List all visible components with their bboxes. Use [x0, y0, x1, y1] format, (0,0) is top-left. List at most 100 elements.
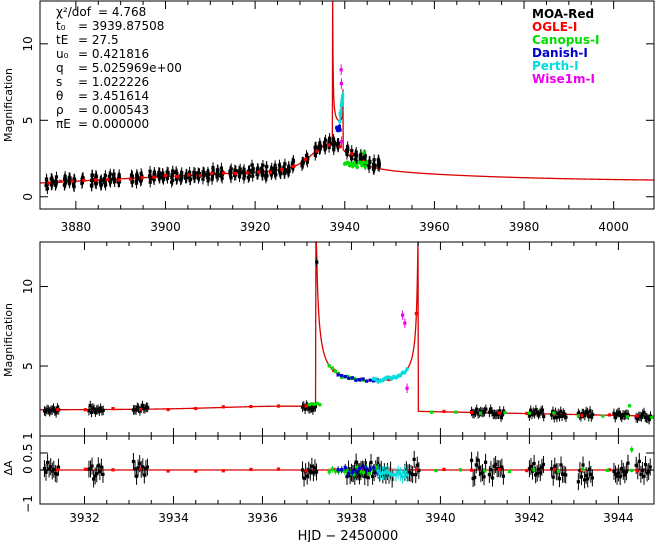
ogle-point — [138, 407, 143, 411]
ogle-residual — [552, 467, 556, 472]
moa-residual — [417, 468, 421, 473]
param-label-te: tE — [56, 33, 68, 47]
moa-point — [311, 408, 315, 412]
param-label-u0: u₀ — [56, 47, 69, 61]
moa-point — [108, 172, 112, 176]
danish-residual — [364, 467, 369, 471]
moa-residual — [305, 474, 309, 478]
legend-entry-canopus-i: Canopus-I — [532, 33, 599, 47]
x-tick-label: 3936 — [247, 511, 278, 525]
moa-point — [63, 182, 67, 187]
moa-point — [99, 183, 104, 187]
ogle-residual — [497, 467, 501, 472]
top-panel-frame — [39, 0, 655, 210]
moa-point — [564, 415, 568, 419]
moa-point — [498, 409, 502, 413]
moa-residual — [134, 474, 139, 478]
param-value-q: = 5.025969e+00 — [78, 61, 182, 75]
canopus-point — [347, 163, 352, 167]
perth-point — [374, 377, 378, 381]
moa-residual — [612, 469, 616, 473]
moa-residual — [346, 467, 351, 471]
ogle-point — [327, 143, 331, 147]
canopus-residual — [352, 472, 356, 476]
moa-point — [193, 171, 197, 175]
perth-point — [376, 380, 380, 384]
moa-residual — [345, 474, 349, 479]
canopus-residual — [374, 465, 378, 469]
ogle-residual — [304, 469, 308, 473]
moa-point — [94, 175, 99, 179]
ogle-point — [105, 177, 109, 182]
canopus-point — [362, 150, 366, 155]
ogle-point — [175, 175, 179, 179]
ogle-point — [83, 408, 87, 412]
moa-point — [97, 409, 101, 413]
moa-point — [81, 176, 85, 181]
danish-point — [337, 124, 341, 129]
moa-point — [73, 178, 77, 182]
moa-point — [487, 410, 491, 414]
wise-point — [339, 68, 343, 72]
ogle-residual — [276, 467, 281, 471]
canopus-point — [361, 160, 366, 165]
wise-point — [401, 313, 405, 317]
ogle-residual — [635, 469, 639, 473]
ogle-point — [315, 149, 319, 153]
canopus-point — [327, 364, 331, 368]
moa-residual — [589, 472, 593, 476]
canopus-point — [310, 402, 314, 406]
param-label-pie: πE — [56, 117, 71, 131]
perth-point — [401, 371, 405, 375]
ogle-point — [233, 171, 238, 176]
moa-point — [327, 145, 331, 149]
moa-residual — [550, 467, 554, 471]
perth-point — [398, 373, 402, 377]
moa-residual — [578, 468, 582, 473]
moa-point — [626, 413, 630, 417]
moa-point — [535, 410, 539, 415]
perth-point — [389, 377, 394, 381]
moa-point — [216, 173, 220, 177]
moa-residual — [480, 470, 485, 475]
moa-residual — [648, 465, 652, 469]
ogle-point — [497, 411, 501, 415]
moa-residual — [501, 474, 505, 478]
moa-point — [538, 411, 542, 415]
moa-residual — [640, 468, 645, 472]
moa-point — [90, 184, 94, 188]
moa-point — [555, 415, 559, 420]
moa-point — [473, 410, 478, 414]
param-value-t0: = 3939.87508 — [78, 19, 164, 33]
moa-point — [261, 163, 265, 167]
danish-point — [338, 128, 342, 132]
moa-residual — [353, 474, 357, 479]
x-tick-label: 3940 — [425, 511, 456, 525]
danish-residual — [350, 470, 354, 474]
danish-residual — [354, 469, 358, 473]
canopus-point — [360, 163, 364, 167]
x-tick-label: 3938 — [336, 511, 367, 525]
moa-point — [346, 147, 350, 151]
moa-point — [130, 174, 134, 178]
ogle-point — [276, 404, 281, 408]
danish-residual — [340, 468, 344, 472]
danish-point — [347, 376, 351, 380]
moa-point — [170, 178, 175, 182]
moa-point — [647, 418, 651, 422]
ogle-point — [525, 411, 529, 416]
perth-residual — [398, 472, 402, 476]
ogle-point — [304, 404, 308, 408]
ogle-residual — [56, 468, 60, 472]
perth-residual — [405, 473, 409, 477]
moa-residual — [389, 468, 393, 472]
moa-point — [148, 169, 152, 173]
perth-residual — [383, 471, 387, 475]
perth-residual — [376, 469, 380, 473]
moa-residual — [579, 475, 584, 479]
ogle-point — [128, 177, 133, 181]
moa-point — [563, 413, 567, 417]
moa-point — [556, 411, 560, 415]
moa-point — [576, 411, 580, 415]
ogle-residual — [442, 467, 446, 472]
